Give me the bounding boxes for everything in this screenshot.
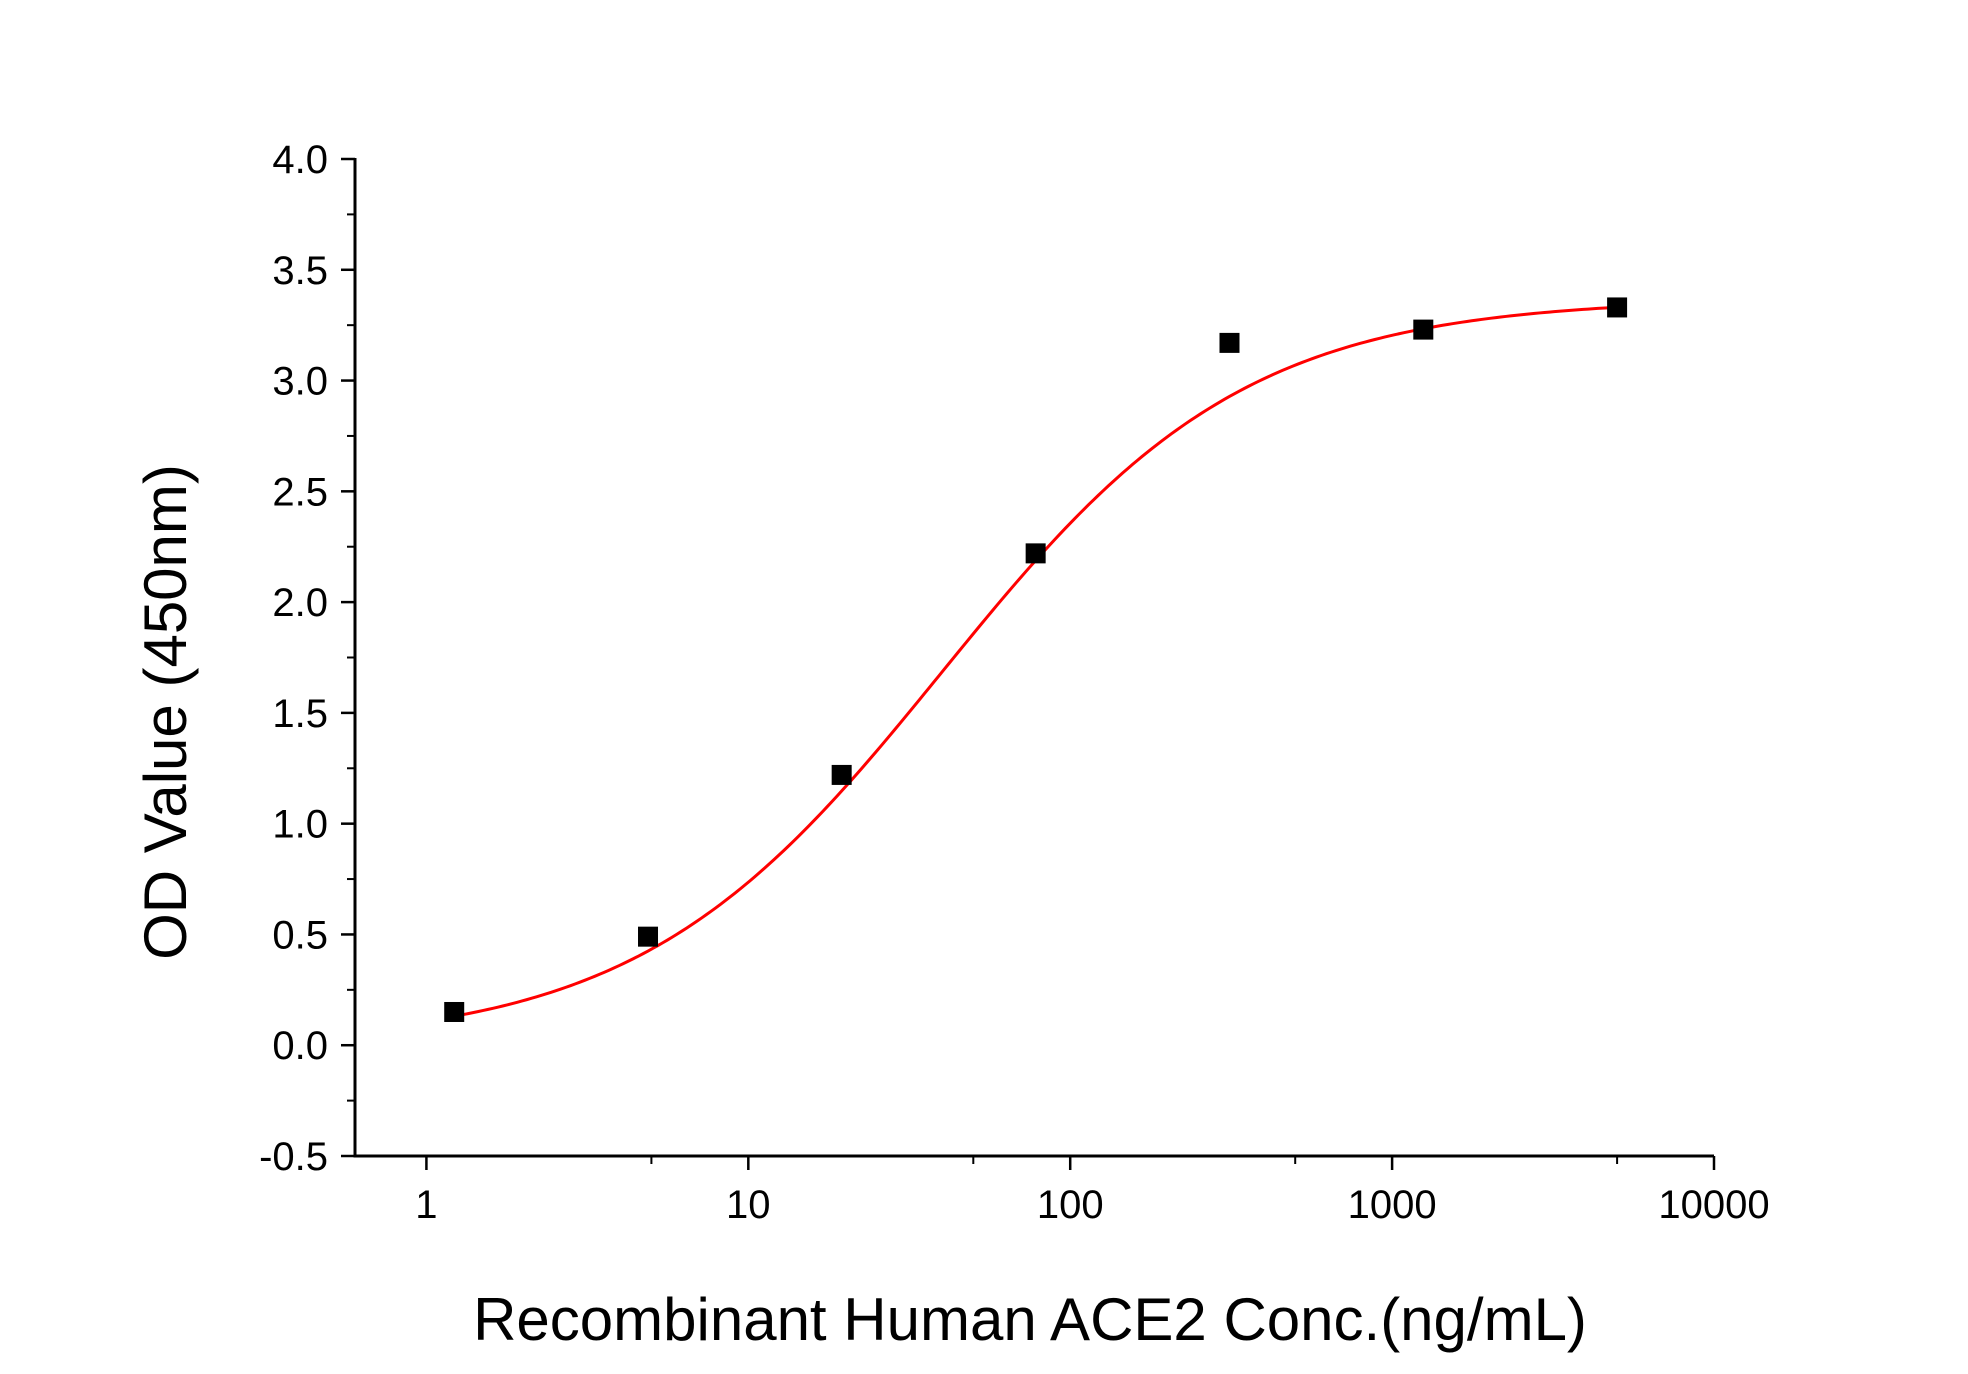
y-tick-label: 2.5 [272,470,328,514]
y-tick-label: 0.0 [272,1024,328,1068]
y-tick-label: 3.5 [272,249,328,293]
x-tick-label: 1000 [1348,1183,1437,1227]
y-axis-ticks: -0.5 0.0 0.5 1.0 1.5 2.0 2.5 3.0 3.5 4.0 [259,138,355,1179]
y-tick-label: 4.0 [272,138,328,182]
data-points-layer [444,297,1628,1022]
data-point [638,926,659,947]
axes [353,158,1714,1158]
data-point [1219,332,1240,353]
x-axis-ticks: 1 10 100 1000 10000 [415,1156,1770,1227]
x-tick-label: 10 [726,1183,771,1227]
data-point [1025,543,1046,564]
data-point [831,764,852,785]
x-tick-label: 100 [1037,1183,1104,1227]
fit-curve-layer [453,305,1618,1018]
y-tick-label: -0.5 [259,1135,328,1179]
y-tick-label: 1.0 [272,803,328,847]
x-tick-label: 1 [415,1183,437,1227]
x-tick-label: 10000 [1658,1183,1769,1227]
y-tick-label: 3.0 [272,360,328,404]
y-tick-label: 2.0 [272,581,328,625]
y-axis-title: OD Value (450nm) [132,464,199,960]
data-point [1607,297,1628,318]
x-axis-title: Recombinant Human ACE2 Conc.(ng/mL) [473,1286,1587,1353]
fit-curve [453,305,1618,1018]
data-point [1413,319,1434,340]
y-tick-label: 0.5 [272,913,328,957]
data-point [444,1001,465,1022]
y-tick-label: 1.5 [272,692,328,736]
